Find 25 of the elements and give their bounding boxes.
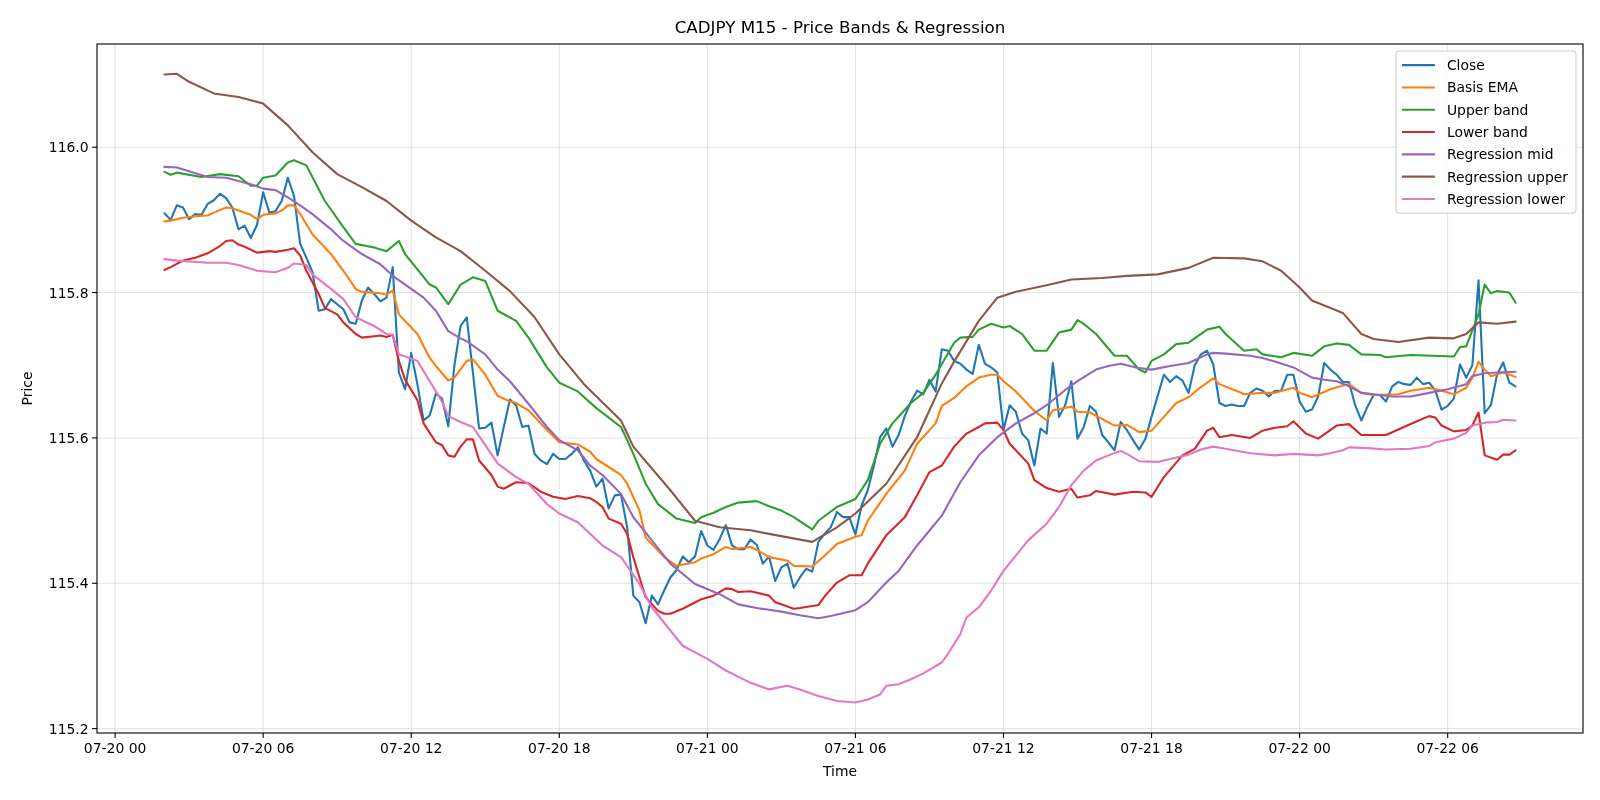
x-tick-label: 07-20 06 (231, 740, 295, 756)
legend-label: Close (1446, 57, 1485, 74)
x-tick-label: 07-22 00 (1268, 740, 1331, 756)
y-tick-label: 115.2 (48, 720, 89, 737)
x-tick-label: 07-22 06 (1416, 740, 1479, 756)
legend-label: Regression mid (1446, 146, 1554, 163)
x-tick-label: 07-21 12 (972, 740, 1035, 756)
y-tick-label: 115.8 (48, 284, 89, 301)
x-tick-label: 07-21 00 (676, 740, 739, 756)
legend-label: Upper band (1446, 101, 1529, 118)
x-axis-title: Time (822, 763, 857, 779)
chart-title: CADJPY M15 - Price Bands & Regression (674, 17, 1006, 37)
y-tick-label: 116.0 (48, 139, 89, 156)
y-tick-label: 115.6 (48, 429, 89, 446)
x-tick-label: 07-20 18 (528, 740, 591, 756)
legend-label: Basis EMA (1446, 79, 1519, 96)
x-tick-label: 07-21 06 (824, 740, 887, 756)
x-tick-label: 07-20 00 (83, 740, 147, 756)
x-tick-label: 07-20 12 (379, 740, 443, 756)
y-axis-title: Price (19, 371, 35, 406)
legend-label: Lower band (1446, 124, 1528, 141)
legend-label: Regression upper (1446, 168, 1569, 185)
y-tick-label: 115.4 (48, 575, 89, 592)
legend-label: Regression lower (1446, 190, 1566, 207)
x-tick-label: 07-21 18 (1120, 740, 1183, 756)
